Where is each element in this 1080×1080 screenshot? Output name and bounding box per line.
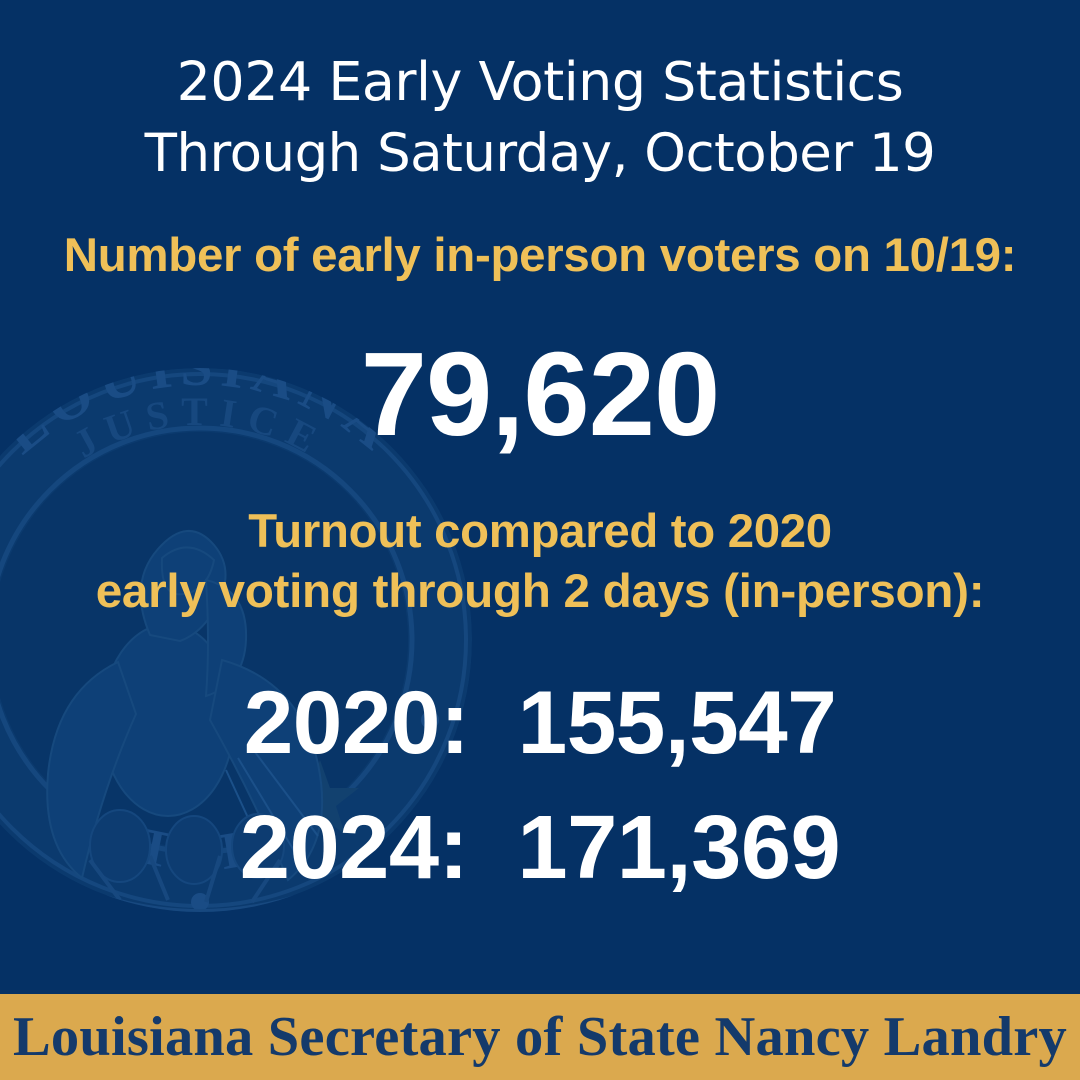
subhead-one-line-1: Number of early in-person voters on 10/1… bbox=[63, 229, 1017, 282]
title-line-2: Through Saturday, October 19 bbox=[144, 123, 936, 184]
subhead-two-line-1: Turnout compared to 2020 bbox=[248, 505, 832, 558]
subhead-in-person-voters: Number of early in-person voters on 10/1… bbox=[0, 226, 1080, 286]
poster-content: 2024 Early Voting Statistics Through Sat… bbox=[0, 46, 1080, 910]
comparison-rows: 2020: 155,547 2024: 171,369 bbox=[0, 660, 1080, 910]
title-line-1: 2024 Early Voting Statistics bbox=[176, 50, 904, 113]
comparison-row-2024: 2024: 171,369 bbox=[239, 797, 841, 898]
subhead-two-line-2: early voting through 2 days (in-person): bbox=[95, 565, 985, 618]
subhead-turnout-comparison: Turnout compared to 2020 early voting th… bbox=[0, 502, 1080, 622]
page-title: 2024 Early Voting Statistics Through Sat… bbox=[0, 46, 1080, 190]
footer-agency-label: Louisiana Secretary of State Nancy Landr… bbox=[13, 1006, 1067, 1068]
footer-band: Louisiana Secretary of State Nancy Landr… bbox=[0, 994, 1080, 1080]
comparison-row-2020: 2020: 155,547 bbox=[243, 672, 837, 772]
headline-number: 79,620 bbox=[360, 328, 721, 461]
